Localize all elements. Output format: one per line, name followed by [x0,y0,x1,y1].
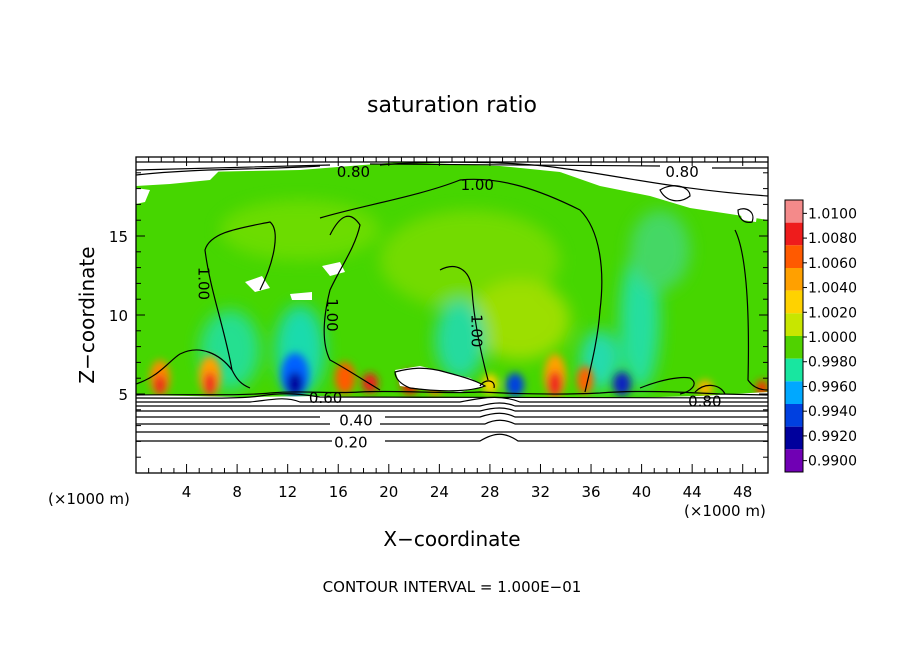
x-axis: 4 8 12 16 20 24 28 32 36 40 44 48 [148,157,756,501]
x-axis-title: X−coordinate [383,527,520,551]
colorbar-label: 0.9940 [808,404,857,420]
colorbar-label: 0.9900 [808,454,857,470]
saturation-field [136,161,768,442]
contour-label: 1.00 [323,298,341,331]
svg-text:1.00: 1.00 [194,267,212,300]
contour-label: 0.80 [688,392,721,410]
colorbar-swatch [785,222,803,246]
svg-text:0.60: 0.60 [309,389,342,407]
x-tick-label: 36 [581,483,600,501]
y-axis: 5 10 15 [109,172,768,458]
colorbar-label: 0.9980 [808,355,857,371]
x-tick-label: 24 [430,483,449,501]
y-axis-title: Z−coordinate [75,246,99,383]
colorbar-swatch [785,268,803,291]
colorbar-label: 1.0040 [808,281,857,297]
svg-text:0.80: 0.80 [665,163,698,181]
svg-text:0.20: 0.20 [334,433,367,451]
contour-label: 0.40 [339,411,372,429]
x-tick-label: 28 [480,483,499,501]
colorbar-label: 0.9960 [808,379,857,395]
svg-text:1.00: 1.00 [461,176,494,194]
x-tick-label: 16 [329,483,348,501]
colorbar-swatch [785,404,803,427]
colorbar: 1.0100 1.0080 1.0060 1.0040 1.0020 1.0000 0.99… [784,199,857,473]
contour-label: 1.00 [467,314,485,347]
x-unit-label: (×1000 m) [48,490,130,508]
contour-interval-note: CONTOUR INTERVAL = 1.000E−01 [323,578,582,596]
contour-labels: 0.80 0.80 1.00 1.00 1.00 1.00 0.60 0.40 0.20 0.80 [194,163,721,451]
contour-label: 0.20 [334,433,367,451]
colorbar-label: 1.0100 [808,206,857,222]
plot-area: 0.80 0.801.001.001.00 1.000.600.400.200.80… [109,156,769,501]
contour-label: 0.80 [665,163,698,181]
colorbar-frame [784,199,804,473]
colorbar-swatch [785,336,803,359]
svg-text:0.80: 0.80 [688,392,721,410]
colorbar-swatch [785,313,803,336]
contour-label: 1.00 [194,267,212,300]
contour-label: 0.80 [337,163,370,181]
chart-title: saturation ratio [367,93,537,118]
colorbar-swatch [785,381,803,404]
svg-text:0.40: 0.40 [339,411,372,429]
colorbar-label: 0.9920 [808,429,857,445]
y-tick-label: 5 [118,386,128,404]
x-tick-label: 4 [182,483,192,501]
svg-text:1.00: 1.00 [467,314,485,347]
y-tick-label: 10 [109,307,128,325]
x-tick-label: 20 [379,483,398,501]
colorbar-label: 1.0060 [808,256,857,272]
colorbar-swatch [785,290,803,314]
colorbar-swatch [785,245,803,268]
svg-text:0.80: 0.80 [337,163,370,181]
x-tick-label: 40 [632,483,651,501]
contour-lines [136,161,768,442]
y-tick-label: 15 [109,228,128,246]
colorbar-label: 1.0080 [808,231,857,247]
colorbar-label: 1.0000 [808,330,857,346]
svg-text:1.00: 1.00 [323,298,341,331]
x-tick-label: 44 [683,483,702,501]
colorbar-swatch [785,358,803,382]
colorbar-swatch [785,200,803,223]
colorbar-label: 1.0020 [808,305,857,321]
colorbar-swatch [785,449,803,472]
colorbar-swatch [785,426,803,450]
x-tick-label: 32 [531,483,550,501]
contour-label: 1.00 [461,176,494,194]
x-tick-label: 48 [733,483,752,501]
contour-label: 0.60 [309,389,342,407]
x-tick-label: 12 [278,483,297,501]
x-tick-label: 8 [232,483,242,501]
y-unit-label: (×1000 m) [684,502,766,520]
